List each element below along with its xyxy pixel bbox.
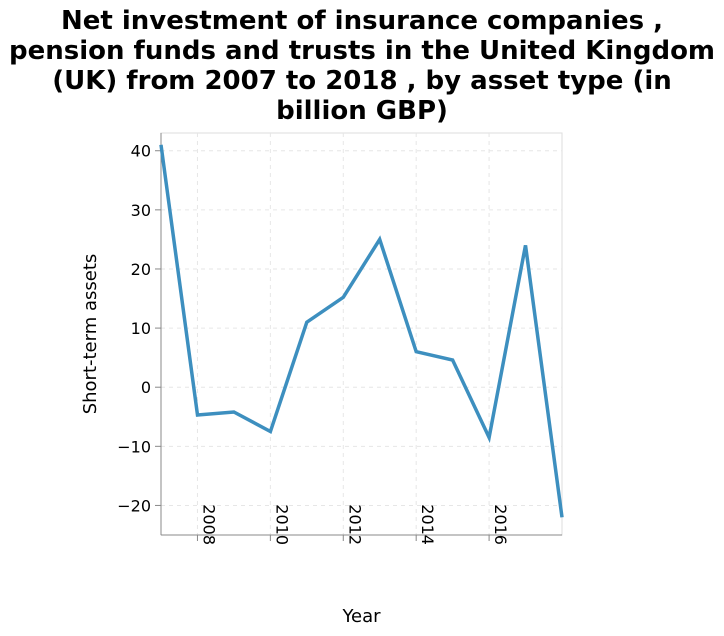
y-tick-label: 20 <box>131 260 151 279</box>
y-axis-title: Short-term assets <box>80 254 101 415</box>
gridlines <box>160 132 563 536</box>
chart-title-line-3: (UK) from 2007 to 2018 , by asset type (… <box>52 66 672 96</box>
y-tick-label: −10 <box>117 437 151 456</box>
axes: −20 −10 0 10 20 30 40 2008 2010 2012 2014 2016 <box>117 133 562 545</box>
series-layer <box>159 144 564 518</box>
x-tick-label: 2016 <box>491 504 510 545</box>
y-tick-label: 0 <box>141 378 151 397</box>
x-tick-label: 2008 <box>199 504 218 545</box>
plot-frame <box>160 132 563 536</box>
x-tick-label: 2012 <box>345 504 364 545</box>
x-tick-label: 2010 <box>272 504 291 545</box>
chart-title-line-2: pension funds and trusts in the United K… <box>8 36 716 66</box>
x-tick-label: 2014 <box>418 504 437 545</box>
series-line <box>159 144 564 518</box>
chart-title-line-1: Net investment of insurance companies , <box>60 6 664 36</box>
y-tick-label: −20 <box>117 496 151 515</box>
y-tick-label: 30 <box>131 201 151 220</box>
chart-title-line-4: billion GBP) <box>276 96 448 126</box>
y-tick-label: 40 <box>131 142 151 161</box>
x-axis-title: Year <box>341 606 381 627</box>
chart-title: Net investment of insurance companies , … <box>0 6 724 126</box>
y-tick-label: 10 <box>131 319 151 338</box>
